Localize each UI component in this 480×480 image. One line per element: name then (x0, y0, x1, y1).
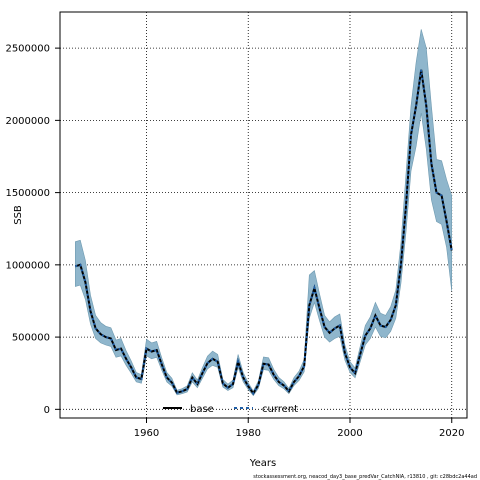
legend-label-base: base (190, 404, 214, 415)
y-axis: 0 500000 1000000 1500000 2000000 2500000 (5, 44, 60, 416)
x-tick-label: 2020 (439, 428, 464, 439)
y-tick-label: 0 (44, 405, 50, 416)
series-line-current (75, 69, 453, 396)
y-axis-label: SSB (13, 205, 24, 225)
y-tick-label: 1500000 (5, 188, 50, 199)
y-tick-label: 2000000 (5, 116, 50, 127)
y-tick-label: 500000 (12, 333, 50, 344)
x-axis: 1960 1980 2000 2020 (134, 418, 464, 439)
y-tick-label: 2500000 (5, 44, 50, 55)
series-line-base (75, 69, 453, 396)
legend: base current (163, 404, 298, 415)
x-tick-label: 2000 (337, 428, 362, 439)
x-tick-label: 1960 (134, 428, 159, 439)
footer-note: stockassessment.org, neacod_day3_base_pr… (253, 474, 477, 480)
x-axis-label: Years (249, 458, 276, 469)
x-tick-label: 1980 (236, 428, 261, 439)
confidence-band (75, 29, 452, 397)
legend-label-current: current (262, 404, 298, 415)
plot-frame (59, 11, 468, 419)
y-tick-label: 1000000 (5, 260, 50, 271)
